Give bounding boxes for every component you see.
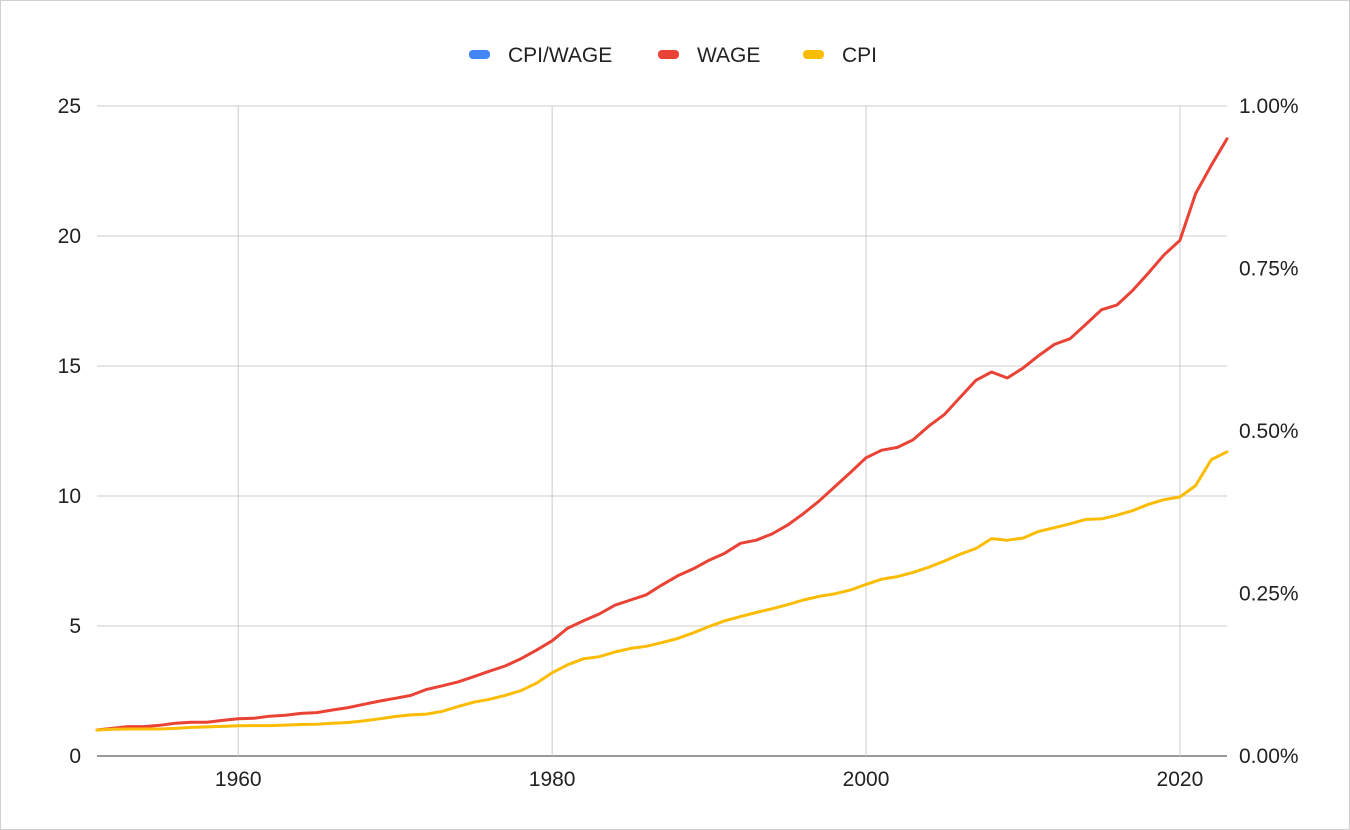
legend-swatch bbox=[658, 50, 679, 59]
y-tick-label-right: 0.00% bbox=[1239, 745, 1299, 768]
legend-swatch bbox=[469, 50, 490, 59]
y-tick-label-right: 0.75% bbox=[1239, 258, 1299, 281]
legend-label: WAGE bbox=[697, 44, 760, 67]
series-line-cpi bbox=[95, 450, 1229, 732]
series-line-wage bbox=[95, 137, 1229, 732]
y-tick-label-right: 1.00% bbox=[1239, 95, 1299, 118]
x-tick-label: 1980 bbox=[529, 768, 576, 791]
y-tick-label-left: 15 bbox=[58, 355, 81, 378]
x-tick-label: 2020 bbox=[1157, 768, 1204, 791]
y-tick-label-left: 0 bbox=[69, 745, 81, 768]
y-tick-label-right: 0.50% bbox=[1239, 420, 1299, 443]
legend-item-wage[interactable]: WAGE bbox=[658, 44, 760, 67]
x-tick-label: 2000 bbox=[843, 768, 890, 791]
legend-item-cpi-wage[interactable]: CPI/WAGE bbox=[469, 44, 612, 67]
y-tick-label-left: 20 bbox=[58, 225, 81, 248]
gridlines bbox=[97, 105, 1227, 757]
axis-tick-labels: 0 5 10 15 20 25 0.00% 0.25% 0.50% 0.75% 1.00% 1960 1… bbox=[58, 95, 1299, 791]
x-tick-label: 1960 bbox=[215, 768, 262, 791]
legend-label: CPI/WAGE bbox=[508, 44, 612, 67]
legend-label: CPI bbox=[842, 44, 877, 67]
legend-swatch bbox=[803, 50, 824, 59]
legend-item-cpi[interactable]: CPI bbox=[803, 44, 877, 67]
y-tick-label-right: 0.25% bbox=[1239, 583, 1299, 606]
y-tick-label-left: 5 bbox=[69, 615, 81, 638]
y-tick-label-left: 25 bbox=[58, 95, 81, 118]
legend: CPI/WAGE WAGE CPI bbox=[469, 44, 877, 67]
y-tick-label-left: 10 bbox=[58, 485, 81, 508]
series-lines bbox=[95, 137, 1229, 732]
